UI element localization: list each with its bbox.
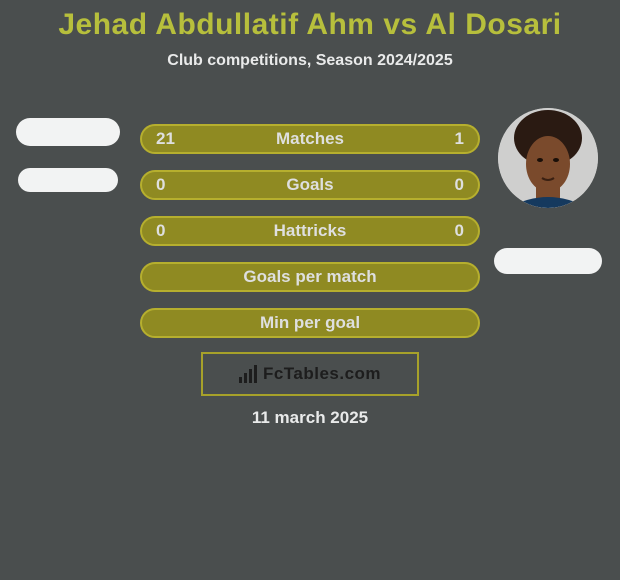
player-left-club-badge	[18, 168, 118, 192]
stat-row-hattricks: 0 Hattricks 0	[140, 216, 480, 246]
player-right-avatar	[498, 108, 598, 208]
player-left-column	[8, 108, 128, 192]
stat-label: Matches	[276, 129, 344, 149]
stat-label: Goals per match	[243, 267, 376, 287]
stat-row-matches: 21 Matches 1	[140, 124, 480, 154]
stat-label: Min per goal	[260, 313, 360, 333]
stat-row-goals: 0 Goals 0	[140, 170, 480, 200]
stat-left-value: 21	[156, 129, 175, 149]
comparison-card: Jehad Abdullatif Ahm vs Al Dosari Club c…	[0, 0, 620, 580]
stat-rows: 21 Matches 1 0 Goals 0 0 Hattricks 0 Goa…	[140, 124, 480, 354]
brand-text: FcTables.com	[263, 364, 381, 384]
avatar-icon	[498, 108, 598, 208]
player-right-name-badge	[494, 248, 602, 274]
stat-row-mpg: Min per goal	[140, 308, 480, 338]
stat-left-value: 0	[156, 175, 165, 195]
stat-left-value: 0	[156, 221, 165, 241]
stat-right-value: 0	[455, 221, 464, 241]
date-text: 11 march 2025	[0, 408, 620, 428]
player-left-name-badge	[16, 118, 120, 146]
stat-label: Hattricks	[274, 221, 347, 241]
bars-icon	[239, 365, 257, 383]
player-right-column	[488, 108, 608, 274]
page-title: Jehad Abdullatif Ahm vs Al Dosari	[0, 0, 620, 42]
stat-row-gpm: Goals per match	[140, 262, 480, 292]
stat-right-value: 1	[455, 129, 464, 149]
stat-label: Goals	[286, 175, 333, 195]
stat-right-value: 0	[455, 175, 464, 195]
subtitle: Club competitions, Season 2024/2025	[0, 52, 620, 70]
brand-box: FcTables.com	[201, 352, 419, 396]
